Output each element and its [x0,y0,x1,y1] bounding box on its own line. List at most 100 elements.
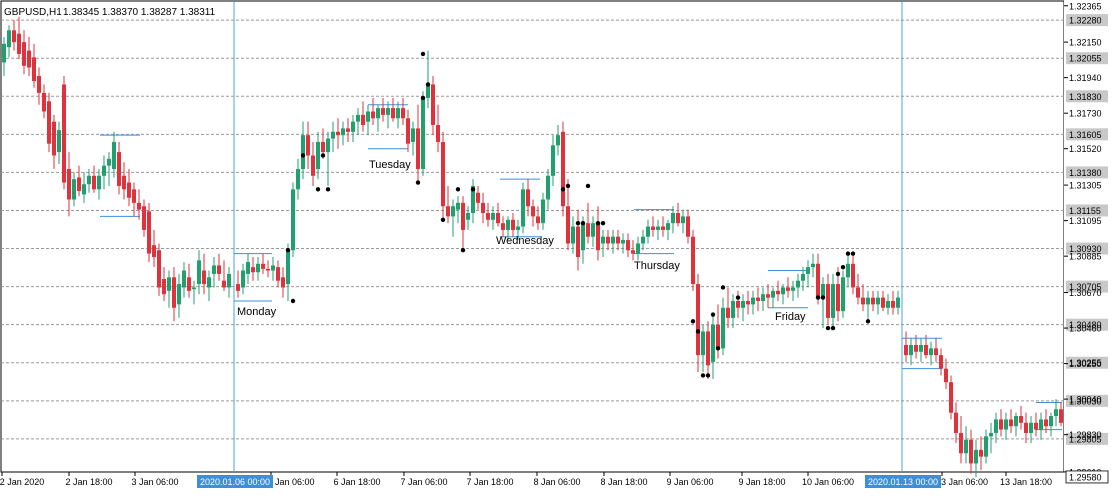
candle-body [506,219,510,230]
candle-body [446,206,450,217]
candle-body [451,206,455,217]
candle-body [246,262,250,274]
swing-point [440,217,446,222]
candle-body [846,263,850,278]
swing-point [830,325,836,331]
candle-body [271,265,275,271]
candle-body [396,108,400,119]
price-level-tag [1066,280,1108,293]
current-price-tag [1065,470,1109,484]
candle-body [696,284,700,356]
candle-body [326,138,330,153]
candle-body [207,277,211,288]
day-label: Friday [775,311,806,323]
candle-body [641,236,645,244]
candle-body [177,284,181,305]
candle-body [711,324,715,362]
candles [2,16,1063,477]
time-tick-label: 3 Jan 06:00 [131,477,178,487]
time-tick-label: 8 Jan 18:00 [600,477,647,487]
swing-point [695,329,701,334]
candle-body [1009,419,1013,427]
candle-body [496,213,500,224]
candle-body [646,226,650,237]
candle-body [631,250,635,254]
candle-body [621,240,625,244]
candle-body [531,206,535,217]
time-tick-label: 7 Jan 06:00 [400,477,447,487]
day-label: Tuesday [369,159,411,171]
candle-body [87,175,91,185]
swing-point [720,285,726,290]
candle-body [771,290,775,298]
candle-body [197,260,201,285]
time-tick-label: 10 Jan 06:00 [802,477,854,487]
price-level-tag [1066,394,1108,407]
candle-body [411,128,415,142]
candle-body [356,114,360,122]
candle-body [591,223,595,237]
candle-body [691,236,695,285]
candle-body [281,277,285,288]
candle-body [261,263,265,269]
candle-body [801,273,805,281]
swing-point [300,153,306,158]
time-tick-label: 8 Jan 06:00 [533,477,580,487]
price-level-tag [1066,14,1108,27]
price-level-tag [1066,166,1108,179]
candle-body [167,277,171,291]
swing-point [835,271,841,277]
candle-body [1054,409,1058,417]
candle-body [7,30,11,48]
candle-body [276,267,280,281]
price-level-label: 1.32055 [1069,54,1102,64]
candle-body [521,189,525,227]
candle-body [97,175,101,190]
candle-body [636,243,640,254]
candle-body [441,141,445,207]
price-tick-label: 1.32150 [1069,38,1102,48]
candle-body [152,245,156,258]
swing-point [600,220,606,226]
candle-body [626,240,630,251]
price-level-label: 1.32280 [1069,16,1102,26]
candle-body [964,439,968,454]
candle-body [172,277,176,308]
price-level-label: 1.30480 [1069,320,1102,330]
candle-body [881,297,885,308]
candle-body [821,284,825,298]
swing-points [285,51,871,378]
candle-body [546,175,550,200]
candle-body [741,300,745,308]
swing-point [420,51,426,57]
price-level-tag [1066,90,1108,103]
candle-body [661,226,665,230]
swing-point [455,187,461,192]
swing-point [575,220,581,226]
candle-body [681,216,685,224]
candle-body [137,202,141,210]
candle-body [92,175,96,190]
candle-body [481,202,485,214]
candle-body [526,189,530,207]
price-tick-label: 1.30250 [1069,359,1102,369]
candle-body [706,331,710,366]
time-highlight-tag [865,475,941,488]
swing-point [415,180,421,185]
candle-body [62,84,66,183]
price-level-label: 1.29805 [1069,434,1102,444]
price-tick-label: 1.30040 [1069,395,1102,405]
candle-body [841,277,845,312]
candle-body [746,300,750,305]
current-price-label: 1.29580 [1069,472,1102,482]
candle-body [781,287,785,295]
ohlc-values: 1.38345 1.38370 1.38287 1.38311 [63,7,216,18]
candle-body [536,216,540,224]
price-level-tag [1066,242,1108,255]
candle-body [856,287,860,298]
candle-body [934,348,938,356]
candle-body [1029,422,1033,433]
candle-body [361,114,365,126]
candle-body [32,57,36,82]
